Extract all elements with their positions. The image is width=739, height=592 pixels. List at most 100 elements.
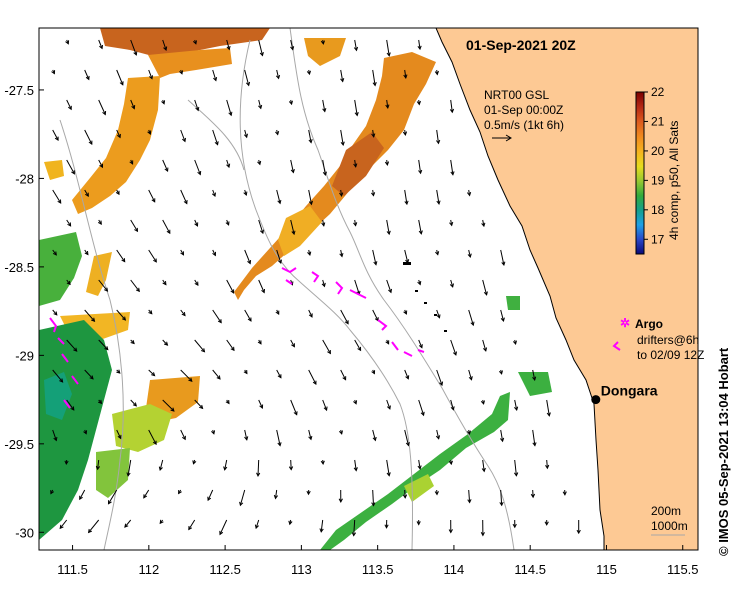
- current-vector: [354, 159, 357, 167]
- drifter-track: [403, 351, 413, 357]
- colorbar-tick-label: 19: [651, 173, 665, 187]
- current-vector-head: [483, 291, 488, 296]
- current-vector: [354, 279, 360, 295]
- current-vector: [130, 219, 138, 232]
- current-vector: [212, 369, 221, 380]
- current-vector-head: [59, 524, 64, 530]
- current-vector-head: [164, 167, 169, 173]
- current-vector-head: [353, 467, 358, 472]
- current-vector-head: [353, 163, 358, 168]
- current-vector: [148, 369, 155, 376]
- sst-patch: [404, 474, 434, 502]
- isobath-200m: [289, 28, 515, 550]
- current-vector: [450, 159, 454, 175]
- current-vector: [130, 279, 140, 292]
- current-vector: [340, 129, 344, 146]
- current-vector: [482, 459, 485, 472]
- current-vector-head: [418, 230, 423, 235]
- current-vector-head: [448, 460, 453, 466]
- current-vector: [226, 99, 232, 116]
- current-vector: [98, 39, 103, 49]
- current-vector: [386, 219, 390, 235]
- current-vector: [404, 249, 409, 263]
- current-vector-head: [371, 370, 376, 375]
- current-vector-head: [466, 430, 471, 436]
- current-vector: [188, 519, 196, 530]
- current-vector: [212, 129, 219, 145]
- current-vector-head: [386, 230, 391, 236]
- current-vector-head: [68, 105, 72, 111]
- drifter-track: [285, 279, 293, 285]
- current-vector: [290, 219, 295, 235]
- drifter-track: [417, 349, 425, 353]
- current-vector: [224, 459, 228, 470]
- current-vector-head: [480, 532, 485, 537]
- current-vector-head: [338, 498, 343, 503]
- current-vector-head: [291, 230, 296, 236]
- current-vector: [308, 309, 313, 318]
- current-vector: [500, 309, 504, 322]
- current-vector-head: [99, 163, 103, 169]
- current-vector: [386, 99, 389, 108]
- current-vector-head: [183, 200, 188, 205]
- drifter-track: [71, 375, 79, 385]
- colorbar-ticks: 22 21 20 19 18 17: [644, 85, 665, 246]
- current-vector: [514, 459, 517, 476]
- current-vector-head: [121, 258, 126, 263]
- drifter-track: [311, 271, 320, 283]
- sst-patch: [39, 232, 82, 306]
- current-vector-head: [322, 171, 327, 177]
- current-vector-head: [126, 472, 131, 477]
- current-vector: [180, 189, 188, 204]
- isobath-deep: [59, 119, 124, 550]
- current-vector: [404, 369, 409, 379]
- current-vector-head: [188, 525, 193, 531]
- current-vector-head: [217, 319, 222, 324]
- current-vector-head: [135, 287, 140, 293]
- current-vector-head: [417, 465, 422, 470]
- current-vector-head: [116, 369, 121, 374]
- colorbar-tick-label: 18: [651, 203, 665, 217]
- current-vector: [162, 39, 167, 51]
- current-vector-head: [70, 406, 75, 411]
- current-vector-head: [449, 221, 454, 227]
- current-vector-head: [323, 406, 328, 412]
- current-vector-head: [405, 441, 410, 447]
- current-vector-head: [372, 82, 377, 87]
- current-vector-head: [402, 131, 408, 136]
- current-vector: [226, 39, 230, 50]
- current-vector-head: [320, 40, 325, 45]
- current-vector-head: [384, 524, 389, 529]
- current-vector-head: [158, 466, 163, 472]
- current-vector-head: [308, 139, 313, 144]
- current-vector-head: [102, 110, 107, 116]
- current-vector-head: [275, 130, 280, 136]
- current-vector: [148, 429, 157, 445]
- current-vector-head: [402, 494, 408, 499]
- current-vector-head: [180, 251, 185, 256]
- current-vector: [340, 309, 349, 324]
- current-vector-head: [512, 340, 517, 346]
- current-vector: [436, 309, 440, 318]
- current-vector-head: [119, 81, 124, 86]
- current-vector-head: [450, 171, 455, 176]
- current-vector-head: [321, 282, 326, 288]
- current-vector-head: [339, 192, 344, 197]
- current-vector: [386, 399, 391, 410]
- current-vector-head: [52, 251, 57, 256]
- current-vector-head: [405, 375, 410, 380]
- current-vector: [532, 369, 536, 381]
- current-vector-head: [498, 370, 503, 375]
- current-vector-head: [388, 288, 392, 294]
- current-vector-head: [434, 491, 439, 496]
- current-vector: [436, 189, 440, 204]
- current-vector: [84, 189, 89, 197]
- lon-axis: 111.5 112 112.5 113 113.5 114 114.5 115 115.5: [57, 545, 699, 577]
- current-vector: [212, 189, 216, 197]
- current-vector-head: [115, 190, 120, 196]
- current-vector-head: [211, 430, 216, 435]
- dongara-marker-icon: [591, 395, 601, 405]
- current-vector: [255, 519, 260, 529]
- current-vector: [276, 69, 280, 79]
- lat-tick-label: -28: [15, 171, 34, 186]
